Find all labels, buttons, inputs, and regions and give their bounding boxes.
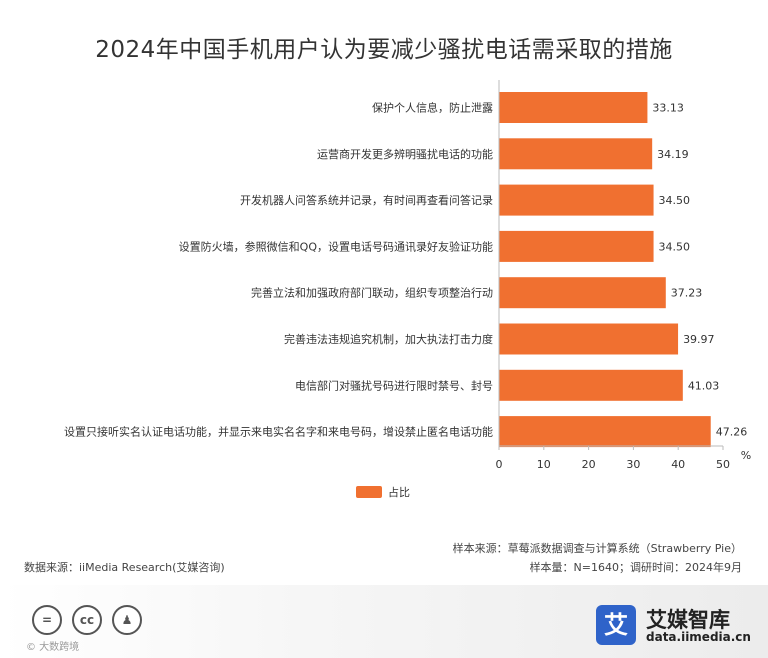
person-icon: ♟ — [112, 605, 142, 635]
category-label: 设置防火墙，参照微信和QQ，设置电话号码通讯录好友验证功能 — [179, 239, 493, 253]
category-label: 完善立法和加强政府部门联动，组织专项整治行动 — [251, 286, 493, 300]
sample-size-note: 样本量：N=1640；调研时间：2024年9月 — [529, 561, 742, 574]
value-label: 34.19 — [657, 148, 689, 161]
bar-chart: 保护个人信息，防止泄露 33.13 运营商开发更多辨明骚扰电话的功能 34.19 开发机… — [64, 80, 751, 499]
category-label: 完善违法违规追究机制，加大执法打击力度 — [284, 332, 493, 346]
chart-title: 2024年中国手机用户认为要减少骚扰电话需采取的措施 — [95, 37, 673, 63]
cc-icon: cc — [72, 605, 102, 635]
bar — [499, 416, 711, 448]
category-label: 设置只接听实名认证电话功能，并显示来电实名名字和来电号码，增设禁止匿名电话功能 — [64, 425, 493, 439]
x-tick-label: 40 — [671, 458, 685, 471]
brand-logo-icon: 艾 — [596, 605, 636, 645]
legend-swatch — [356, 486, 382, 498]
value-label: 34.50 — [659, 240, 691, 253]
brand-url: data.iimedia.cn — [646, 630, 751, 644]
x-tick-label: 50 — [716, 458, 730, 471]
bar — [499, 369, 683, 401]
data-source-note: 数据来源：iiMedia Research(艾媒咨询) — [24, 561, 225, 574]
bar — [499, 230, 654, 262]
equals-icon: = — [32, 605, 62, 635]
value-label: 41.03 — [688, 379, 720, 392]
bar — [499, 138, 653, 170]
value-label: 47.26 — [716, 426, 748, 439]
bar — [499, 277, 666, 309]
legend-label: 占比 — [388, 485, 410, 499]
bar — [499, 184, 654, 216]
x-tick-label: 0 — [496, 458, 503, 471]
bar — [499, 92, 648, 123]
brand-name: 艾媒智库 — [646, 608, 730, 632]
sample-source-note: 样本来源：草莓派数据调查与计算系统（Strawberry Pie） — [452, 542, 742, 555]
x-tick-label: 20 — [582, 458, 596, 471]
value-label: 34.50 — [659, 194, 691, 207]
value-label: 33.13 — [652, 102, 684, 115]
watermark-text: © 大数跨境 — [26, 642, 80, 653]
category-label: 保护个人信息，防止泄露 — [372, 101, 493, 115]
category-label: 运营商开发更多辨明骚扰电话的功能 — [317, 147, 493, 161]
bar — [499, 323, 679, 355]
x-tick-label: 30 — [626, 458, 640, 471]
category-label: 电信部门对骚扰号码进行限时禁号、封号 — [295, 378, 493, 392]
category-label: 开发机器人问答系统并记录，有时间再查看问答记录 — [240, 193, 493, 207]
value-label: 39.97 — [683, 333, 715, 346]
x-unit-label: % — [741, 449, 751, 462]
value-label: 37.23 — [671, 287, 703, 300]
x-tick-label: 10 — [537, 458, 551, 471]
